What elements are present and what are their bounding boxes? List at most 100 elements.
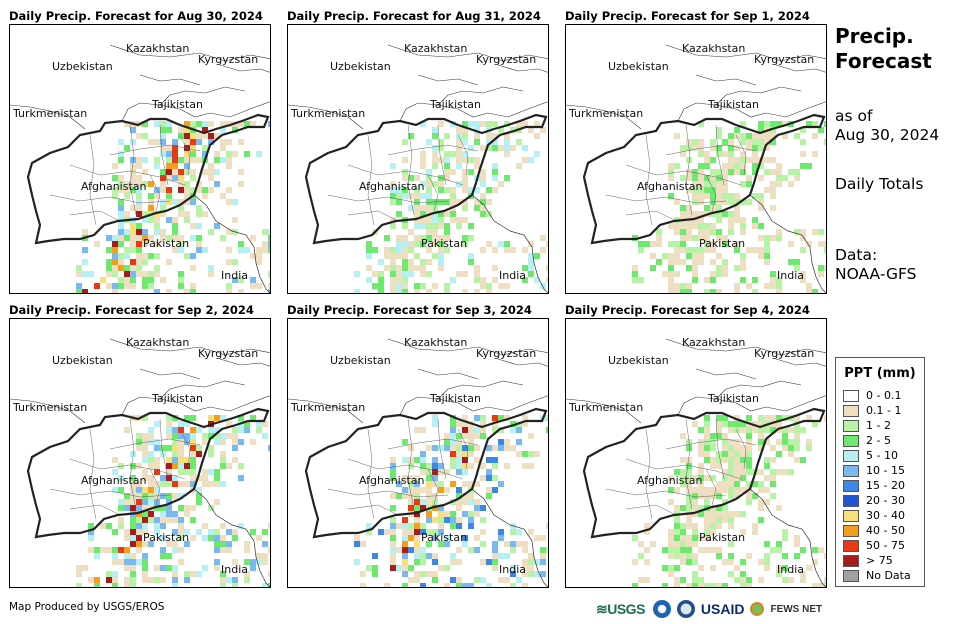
afghanistan-outline <box>26 407 270 539</box>
legend-item: 5 - 10 <box>843 448 898 463</box>
country-label-india: India <box>777 563 804 576</box>
map-credit: Map Produced by USGS/EROS <box>9 601 165 613</box>
legend-label: 0.1 - 1 <box>866 404 902 417</box>
globe-icon <box>750 602 765 616</box>
sidebar-title: Precip. Forecast <box>835 24 932 74</box>
country-label-tajikistan: Tajikistan <box>430 98 481 111</box>
country-label-india: India <box>221 269 248 282</box>
legend-label: 5 - 10 <box>866 449 898 462</box>
legend-label: 2 - 5 <box>866 434 891 447</box>
legend-item: 50 - 75 <box>843 538 905 553</box>
country-label-india: India <box>777 269 804 282</box>
legend-item: 0 - 0.1 <box>843 388 901 403</box>
legend-item: No Data <box>843 568 911 583</box>
legend-label: 40 - 50 <box>866 524 905 537</box>
map-svg <box>288 338 548 587</box>
precip-raster <box>76 415 270 587</box>
forecast-map: Kazakhstan Kyrgyzstan Uzbekistan Tajikistan… <box>287 24 549 294</box>
legend-label: > 75 <box>866 554 893 567</box>
legend-item: > 75 <box>843 553 893 568</box>
legend-swatch <box>843 404 859 417</box>
afghanistan-outline <box>304 407 548 539</box>
province-borders <box>327 124 479 226</box>
legend-item: 15 - 20 <box>843 478 905 493</box>
legend-label: 30 - 40 <box>866 509 905 522</box>
legend-swatch <box>843 509 859 522</box>
forecast-panel: Daily Precip. Forecast for Sep 4, 2024 Ka… <box>565 303 827 591</box>
country-label-afghanistan: Afghanistan <box>637 474 703 487</box>
forecast-map: Kazakhstan Kyrgyzstan Uzbekistan Tajikistan… <box>565 24 827 294</box>
legend-item: 10 - 15 <box>843 463 905 478</box>
legend-swatch <box>843 419 859 432</box>
as-of-date: as of Aug 30, 2024 <box>835 107 939 145</box>
legend-swatch <box>843 569 859 582</box>
country-label-turkmenistan: Turkmenistan <box>291 107 366 120</box>
legend-label: 10 - 15 <box>866 464 905 477</box>
country-label-uzbekistan: Uzbekistan <box>330 354 391 367</box>
country-label-kazakhstan: Kazakhstan <box>682 336 746 349</box>
afghanistan-outline <box>582 113 826 245</box>
precip-raster <box>632 415 826 587</box>
country-borders <box>566 44 826 130</box>
legend-title: PPT (mm) <box>844 366 916 381</box>
map-svg <box>288 44 548 293</box>
country-label-pakistan: Pakistan <box>421 531 468 544</box>
legend-swatch <box>843 494 859 507</box>
legend-label: 0 - 0.1 <box>866 389 902 402</box>
sidebar-title-line1: Precip. <box>835 24 914 48</box>
country-label-uzbekistan: Uzbekistan <box>608 60 669 73</box>
country-label-kyrgyzstan: Kyrgyzstan <box>198 347 259 360</box>
legend-swatch <box>843 479 859 492</box>
data-source-value: NOAA-GFS <box>835 265 917 283</box>
country-label-turkmenistan: Turkmenistan <box>291 401 366 414</box>
legend-label: 1 - 2 <box>866 419 891 432</box>
province-borders <box>49 418 201 520</box>
country-label-pakistan: Pakistan <box>421 237 468 250</box>
province-borders <box>605 418 757 520</box>
country-borders <box>10 44 270 130</box>
agency-logos: ≋USGS USAID FEWS NET <box>596 597 822 621</box>
daily-totals-label: Daily Totals <box>835 175 924 193</box>
country-label-pakistan: Pakistan <box>143 531 190 544</box>
sidebar-title-line2: Forecast <box>835 49 932 73</box>
country-borders <box>566 338 826 424</box>
map-svg <box>566 44 826 293</box>
forecast-panel: Daily Precip. Forecast for Sep 2, 2024 Ka… <box>9 303 271 591</box>
legend-swatch <box>843 464 859 477</box>
forecast-map: Kazakhstan Kyrgyzstan Uzbekistan Tajikistan… <box>9 318 271 588</box>
map-svg <box>10 44 270 293</box>
country-label-afghanistan: Afghanistan <box>359 180 425 193</box>
legend-swatch <box>843 389 859 402</box>
province-borders <box>327 418 479 520</box>
legend-item: 2 - 5 <box>843 433 891 448</box>
precip-raster <box>632 121 826 293</box>
legend-swatch <box>843 539 859 552</box>
legend-item: 30 - 40 <box>843 508 905 523</box>
panel-title: Daily Precip. Forecast for Aug 31, 2024 <box>287 9 541 23</box>
data-source: Data: NOAA-GFS <box>835 246 916 284</box>
legend-label: 15 - 20 <box>866 479 905 492</box>
country-label-uzbekistan: Uzbekistan <box>330 60 391 73</box>
as-of-value: Aug 30, 2024 <box>835 126 940 144</box>
country-label-kyrgyzstan: Kyrgyzstan <box>754 347 815 360</box>
country-label-pakistan: Pakistan <box>143 237 190 250</box>
forecast-map: Kazakhstan Kyrgyzstan Uzbekistan Tajikistan… <box>565 318 827 588</box>
country-borders <box>288 44 548 130</box>
seal-logo-icon <box>676 600 695 618</box>
afghanistan-outline <box>304 113 548 245</box>
legend-swatch <box>843 554 859 567</box>
country-label-kazakhstan: Kazakhstan <box>126 336 190 349</box>
afghanistan-outline <box>582 407 826 539</box>
country-label-tajikistan: Tajikistan <box>152 98 203 111</box>
panel-title: Daily Precip. Forecast for Sep 3, 2024 <box>287 303 532 317</box>
country-label-kyrgyzstan: Kyrgyzstan <box>754 53 815 66</box>
precip-raster <box>76 121 270 293</box>
panel-title: Daily Precip. Forecast for Sep 4, 2024 <box>565 303 810 317</box>
legend-item: 1 - 2 <box>843 418 891 433</box>
country-label-uzbekistan: Uzbekistan <box>52 60 113 73</box>
country-label-afghanistan: Afghanistan <box>81 474 147 487</box>
country-label-kyrgyzstan: Kyrgyzstan <box>198 53 259 66</box>
country-label-turkmenistan: Turkmenistan <box>569 401 644 414</box>
country-label-tajikistan: Tajikistan <box>708 392 759 405</box>
noaa-logo-icon <box>652 600 671 618</box>
